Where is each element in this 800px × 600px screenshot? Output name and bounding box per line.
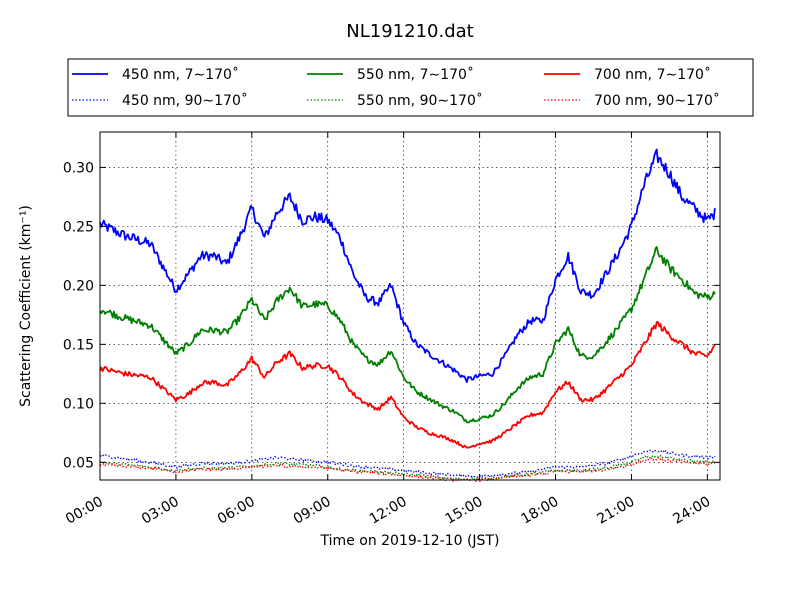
axis-ticks: 00:00 03:00 06:00 09:00 12:00 15:00 18:00 21:00… bbox=[63, 132, 720, 528]
series-line-5 bbox=[99, 456, 716, 483]
x-tick-label: 12:00 bbox=[367, 494, 410, 528]
y-tick-label: 0.20 bbox=[63, 278, 94, 294]
x-axis-label: Time on 2019-12-10 (JST) bbox=[320, 533, 500, 549]
legend-label: 450 nm, 7∼170˚ bbox=[122, 66, 239, 83]
legend-label: 700 nm, 90∼170˚ bbox=[594, 92, 720, 109]
legend-label: 550 nm, 90∼170˚ bbox=[357, 92, 483, 109]
x-tick-label: 21:00 bbox=[594, 494, 637, 528]
x-tick-label: 09:00 bbox=[291, 494, 334, 528]
y-tick-label: 0.15 bbox=[63, 337, 94, 353]
x-tick-label: 06:00 bbox=[215, 494, 258, 528]
series-line-0 bbox=[99, 148, 716, 383]
series-line-1 bbox=[99, 246, 716, 424]
series-layer bbox=[99, 148, 716, 483]
legend-label: 700 nm, 7∼170˚ bbox=[594, 66, 711, 83]
x-tick-label: 15:00 bbox=[443, 494, 486, 528]
y-tick-label: 0.30 bbox=[63, 160, 94, 176]
chart-title: NL191210.dat bbox=[346, 21, 473, 42]
grid bbox=[99, 132, 720, 480]
x-tick-label: 24:00 bbox=[670, 494, 713, 528]
series-line-2 bbox=[99, 321, 716, 449]
legend-label: 550 nm, 7∼170˚ bbox=[357, 66, 474, 83]
series-line-4 bbox=[99, 454, 716, 481]
x-tick-label: 03:00 bbox=[139, 494, 182, 528]
legend-box bbox=[67, 58, 754, 117]
legend-label: 450 nm, 90∼170˚ bbox=[122, 92, 248, 109]
y-tick-label: 0.10 bbox=[63, 396, 94, 412]
y-tick-label: 0.05 bbox=[63, 455, 94, 471]
y-tick-label: 0.25 bbox=[63, 219, 94, 235]
x-tick-label: 00:00 bbox=[63, 494, 106, 528]
y-axis-label: Scattering Coefficient (km⁻¹) bbox=[18, 205, 34, 407]
plot-area-frame bbox=[99, 131, 721, 481]
x-tick-label: 18:00 bbox=[519, 494, 562, 528]
legend: 450 nm, 7∼170˚ 550 nm, 7∼170˚ 700 nm, 7∼17… bbox=[67, 58, 754, 117]
